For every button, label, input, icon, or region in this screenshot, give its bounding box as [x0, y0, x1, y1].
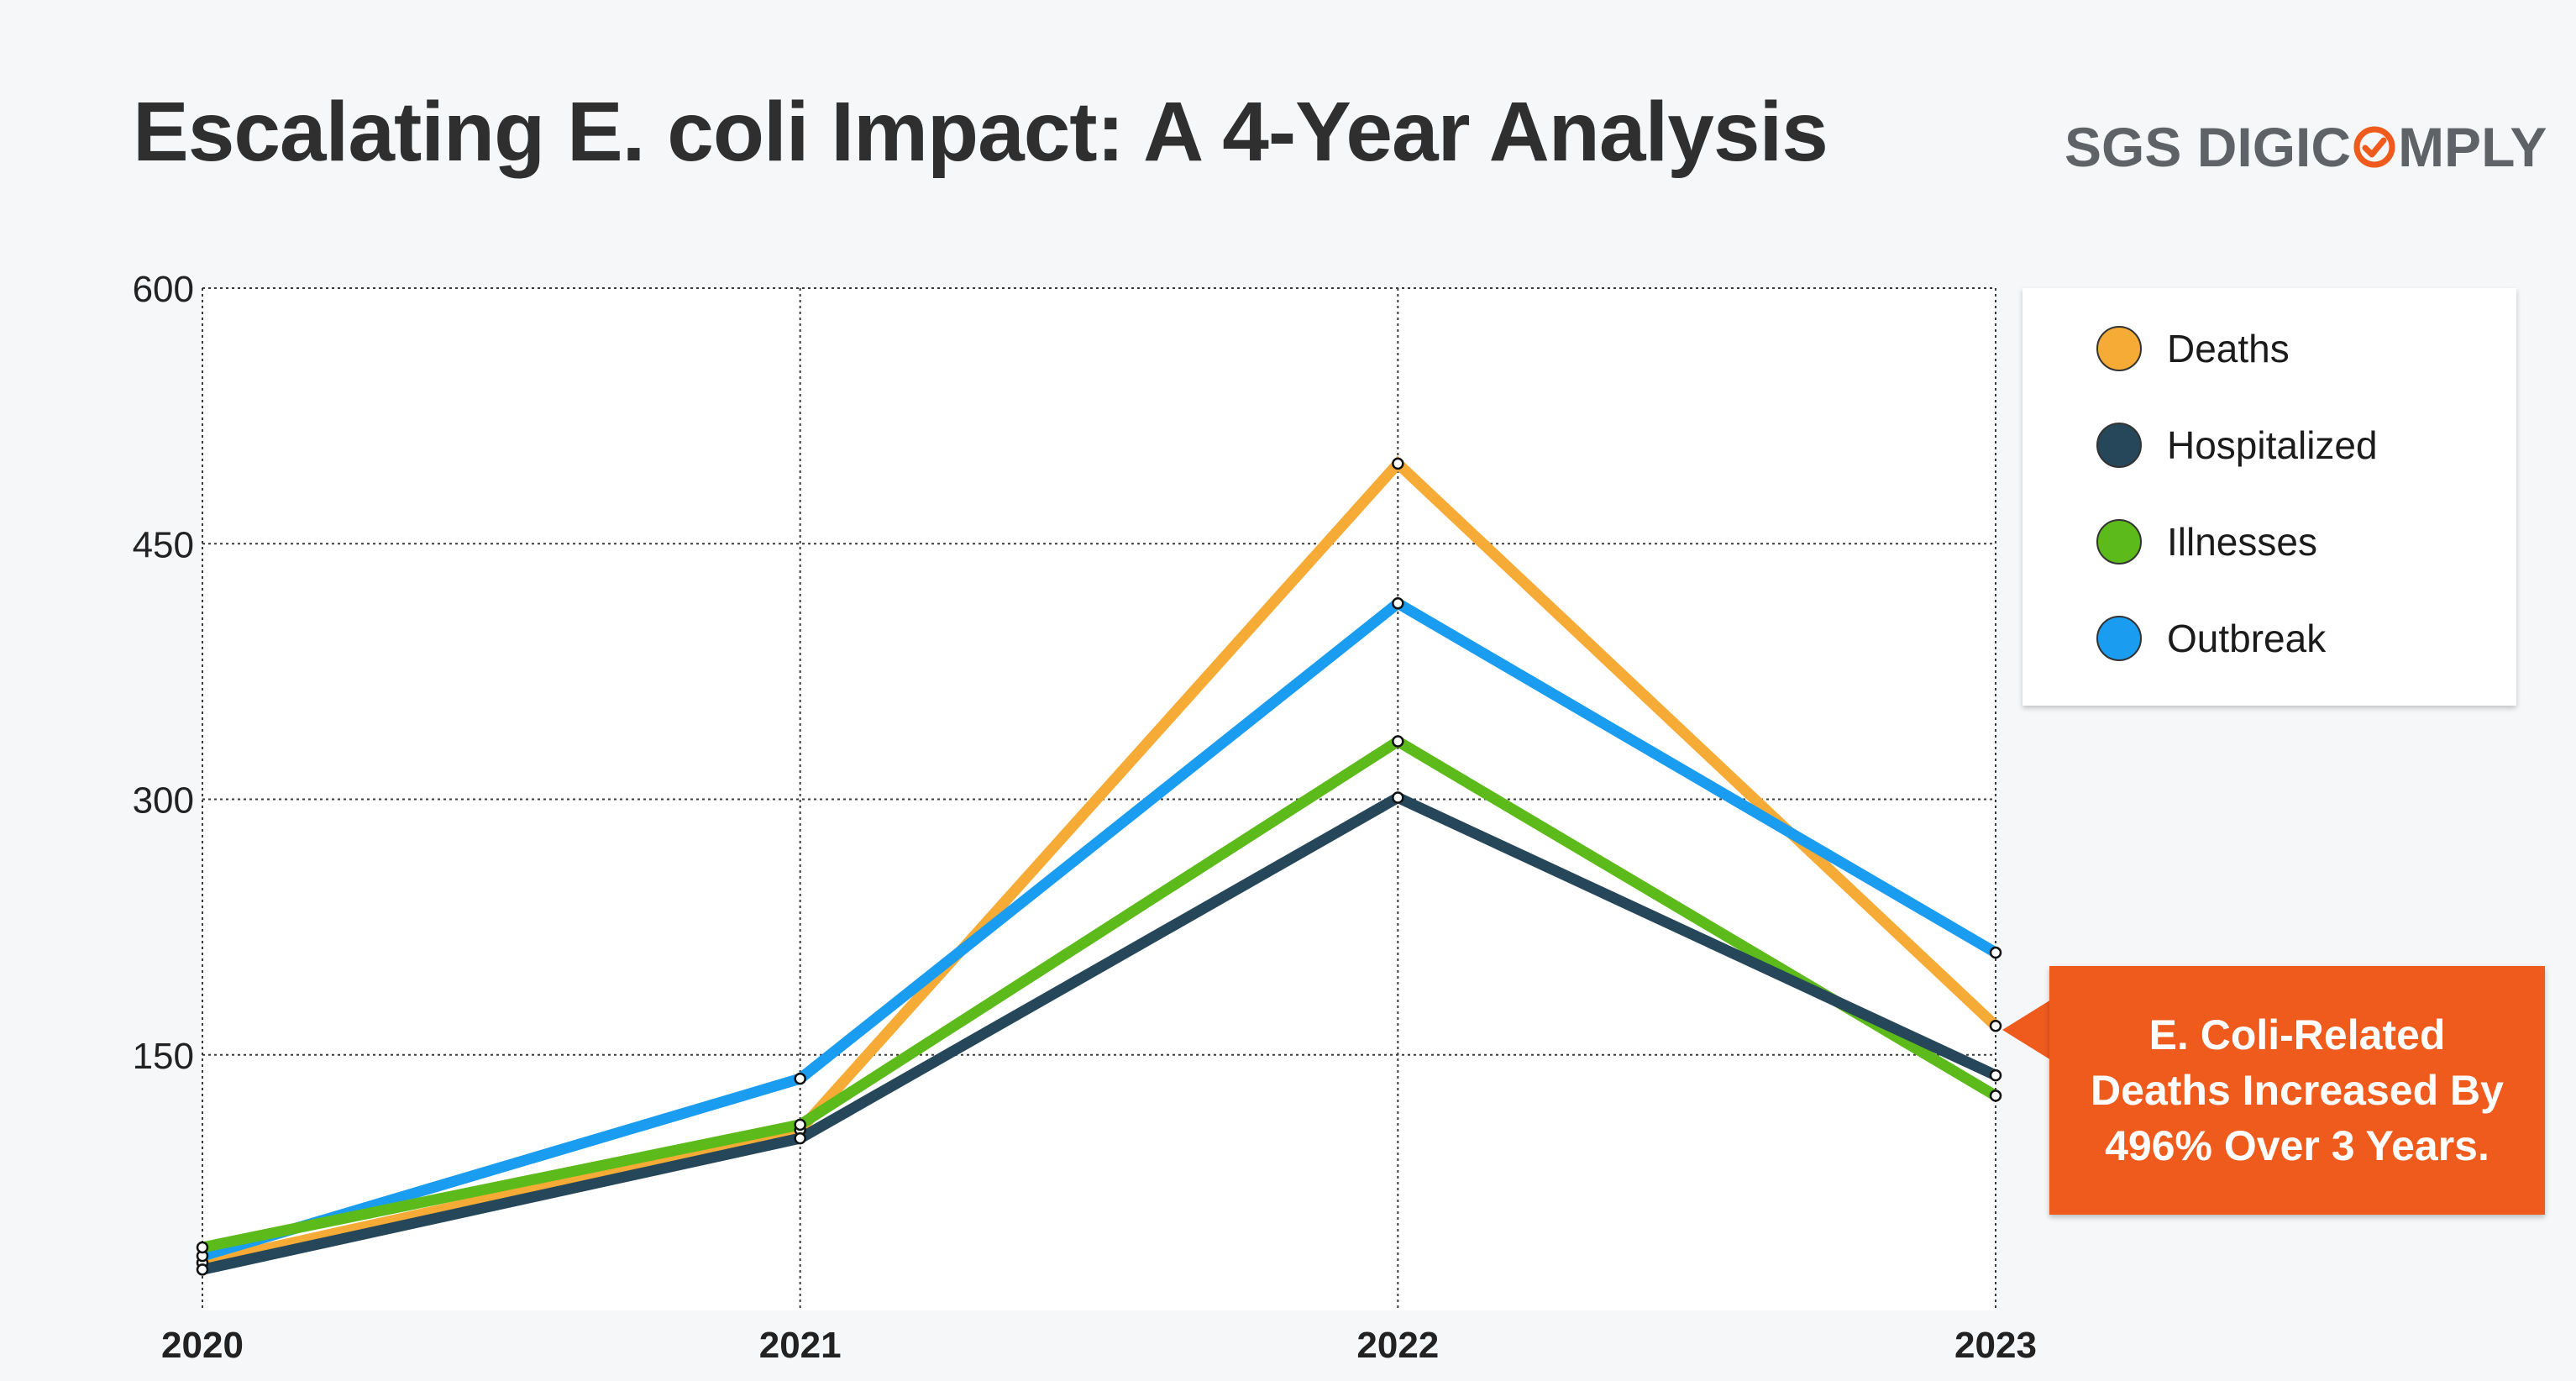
callout-line-1: E. Coli-Related	[2148, 1011, 2446, 1058]
x-tick-label: 2022	[1356, 1325, 1439, 1366]
data-point-deaths	[1989, 1020, 2002, 1032]
y-tick-label: 600	[133, 269, 194, 310]
deaths-increase-callout: E. Coli-Related Deaths Increased By 496%…	[2049, 966, 2545, 1215]
series-line-hospitalized	[201, 791, 1998, 1275]
legend-item-outbreak: Outbreak	[2096, 613, 2326, 664]
legend-label: Illnesses	[2167, 520, 2317, 564]
data-point-outbreak	[1392, 596, 1404, 610]
legend-item-hospitalized: Hospitalized	[2096, 420, 2378, 470]
chart-title: Escalating E. coli Impact: A 4-Year Anal…	[133, 85, 1828, 179]
legend-label: Deaths	[2167, 327, 2290, 370]
data-point-illnesses	[196, 1241, 209, 1254]
data-point-outbreak	[794, 1072, 806, 1085]
legend-swatch	[2096, 423, 2142, 468]
data-point-hospitalized	[1989, 1069, 2002, 1082]
callout-pointer	[2002, 1000, 2051, 1060]
logo-text-end: MPLY	[2398, 116, 2547, 178]
x-tick-label: 2021	[759, 1325, 842, 1366]
series-line-illnesses	[201, 734, 1999, 1253]
data-point-illnesses	[1392, 735, 1404, 748]
data-point-illnesses	[794, 1118, 806, 1132]
y-tick-label: 150	[133, 1036, 194, 1077]
legend-item-deaths: Deaths	[2096, 323, 2290, 374]
logo-text-start: SGS DIGIC	[2064, 116, 2352, 178]
legend-label: Hospitalized	[2167, 423, 2378, 467]
data-point-outbreak	[1989, 946, 2002, 959]
callout-line-3: 496% Over 3 Years.	[2105, 1122, 2489, 1169]
data-point-hospitalized	[794, 1132, 806, 1145]
brand-logo: SGS DIGIC MPLY	[2064, 113, 2547, 181]
data-point-hospitalized	[1392, 791, 1404, 804]
series-line-outbreak	[201, 596, 1999, 1262]
y-tick-label: 300	[133, 780, 194, 822]
legend-swatch	[2096, 616, 2142, 661]
legend-item-illnesses: Illnesses	[2096, 517, 2317, 567]
chart-legend: Deaths Hospitalized Illnesses Outbreak	[2023, 288, 2516, 706]
check-circle-icon	[2353, 126, 2395, 168]
legend-label: Outbreak	[2167, 617, 2327, 660]
data-point-deaths	[1392, 457, 1404, 470]
legend-swatch	[2096, 519, 2142, 564]
data-point-illnesses	[1989, 1090, 2002, 1102]
callout-line-2: Deaths Increased By	[2091, 1067, 2504, 1114]
data-point-hospitalized	[196, 1263, 209, 1276]
x-tick-label: 2023	[1954, 1325, 2037, 1366]
x-tick-label: 2020	[161, 1325, 244, 1366]
series-line-deaths	[201, 455, 2000, 1268]
legend-swatch	[2096, 326, 2142, 371]
y-tick-label: 450	[133, 524, 194, 565]
